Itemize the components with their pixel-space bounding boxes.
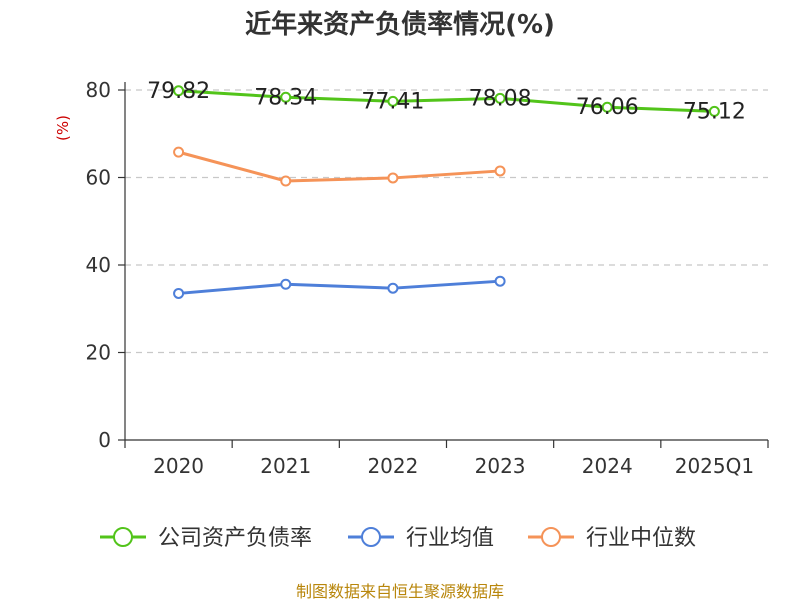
data-label: 75.12 <box>683 99 746 124</box>
data-point[interactable] <box>494 275 506 287</box>
x-tick-label: 2024 <box>582 454 633 478</box>
data-point[interactable] <box>173 287 185 299</box>
data-label: 78.34 <box>254 85 317 110</box>
axes: 0 20 40 60 80 2020 2021 2022 2023 2024 2025Q1 <box>86 78 769 478</box>
data-label: 79.82 <box>147 79 210 104</box>
series-2 <box>173 146 506 187</box>
series-1 <box>173 275 506 299</box>
series-line <box>178 89 715 113</box>
chart-title: 近年来资产负债率情况(%) <box>245 10 555 40</box>
data-point[interactable] <box>387 95 399 107</box>
data-point[interactable] <box>280 91 292 103</box>
y-tick-label: 40 <box>86 253 111 277</box>
data-point[interactable] <box>708 105 720 117</box>
legend[interactable]: 公司资产负债率 行业均值 行业中位数 <box>100 526 696 551</box>
legend-item-1[interactable]: 行业均值 <box>348 526 494 551</box>
legend-label: 行业均值 <box>406 526 494 551</box>
data-point[interactable] <box>494 92 506 104</box>
series-line <box>178 150 501 183</box>
data-point[interactable] <box>280 278 292 290</box>
x-tick-label: 2020 <box>153 454 204 478</box>
data-point[interactable] <box>280 175 292 187</box>
legend-marker <box>113 527 133 547</box>
legend-marker <box>361 527 381 547</box>
legend-marker <box>541 527 561 547</box>
data-point[interactable] <box>173 85 185 97</box>
data-point[interactable] <box>601 101 613 113</box>
data-label: 78.08 <box>469 86 532 111</box>
legend-label: 公司资产负债率 <box>158 526 312 551</box>
legend-item-2[interactable]: 行业中位数 <box>528 526 696 551</box>
legend-item-0[interactable]: 公司资产负债率 <box>100 526 312 551</box>
y-tick-label: 0 <box>98 428 111 452</box>
data-point[interactable] <box>494 165 506 177</box>
y-tick-label: 20 <box>86 341 111 365</box>
data-point[interactable] <box>387 282 399 294</box>
grid-lines <box>125 89 768 354</box>
x-tick-label: 2025Q1 <box>675 454 754 478</box>
x-tick-label: 2023 <box>475 454 526 478</box>
y-tick-label: 80 <box>86 78 111 102</box>
y-tick-label: 60 <box>86 166 111 190</box>
y-axis-label: (%) <box>54 115 72 141</box>
data-label: 76.06 <box>576 95 639 120</box>
data-label: 77.41 <box>361 89 424 114</box>
legend-label: 行业中位数 <box>586 526 696 551</box>
x-tick-label: 2021 <box>260 454 311 478</box>
series: 79.82 78.34 77.41 78.08 76.06 75.12 <box>147 79 746 299</box>
x-tick-label: 2022 <box>367 454 418 478</box>
footer-source: 制图数据来自恒生聚源数据库 <box>295 582 504 601</box>
data-point[interactable] <box>387 172 399 184</box>
series-0: 79.82 78.34 77.41 78.08 76.06 75.12 <box>147 79 746 125</box>
data-point[interactable] <box>173 146 185 158</box>
series-line <box>178 279 501 295</box>
